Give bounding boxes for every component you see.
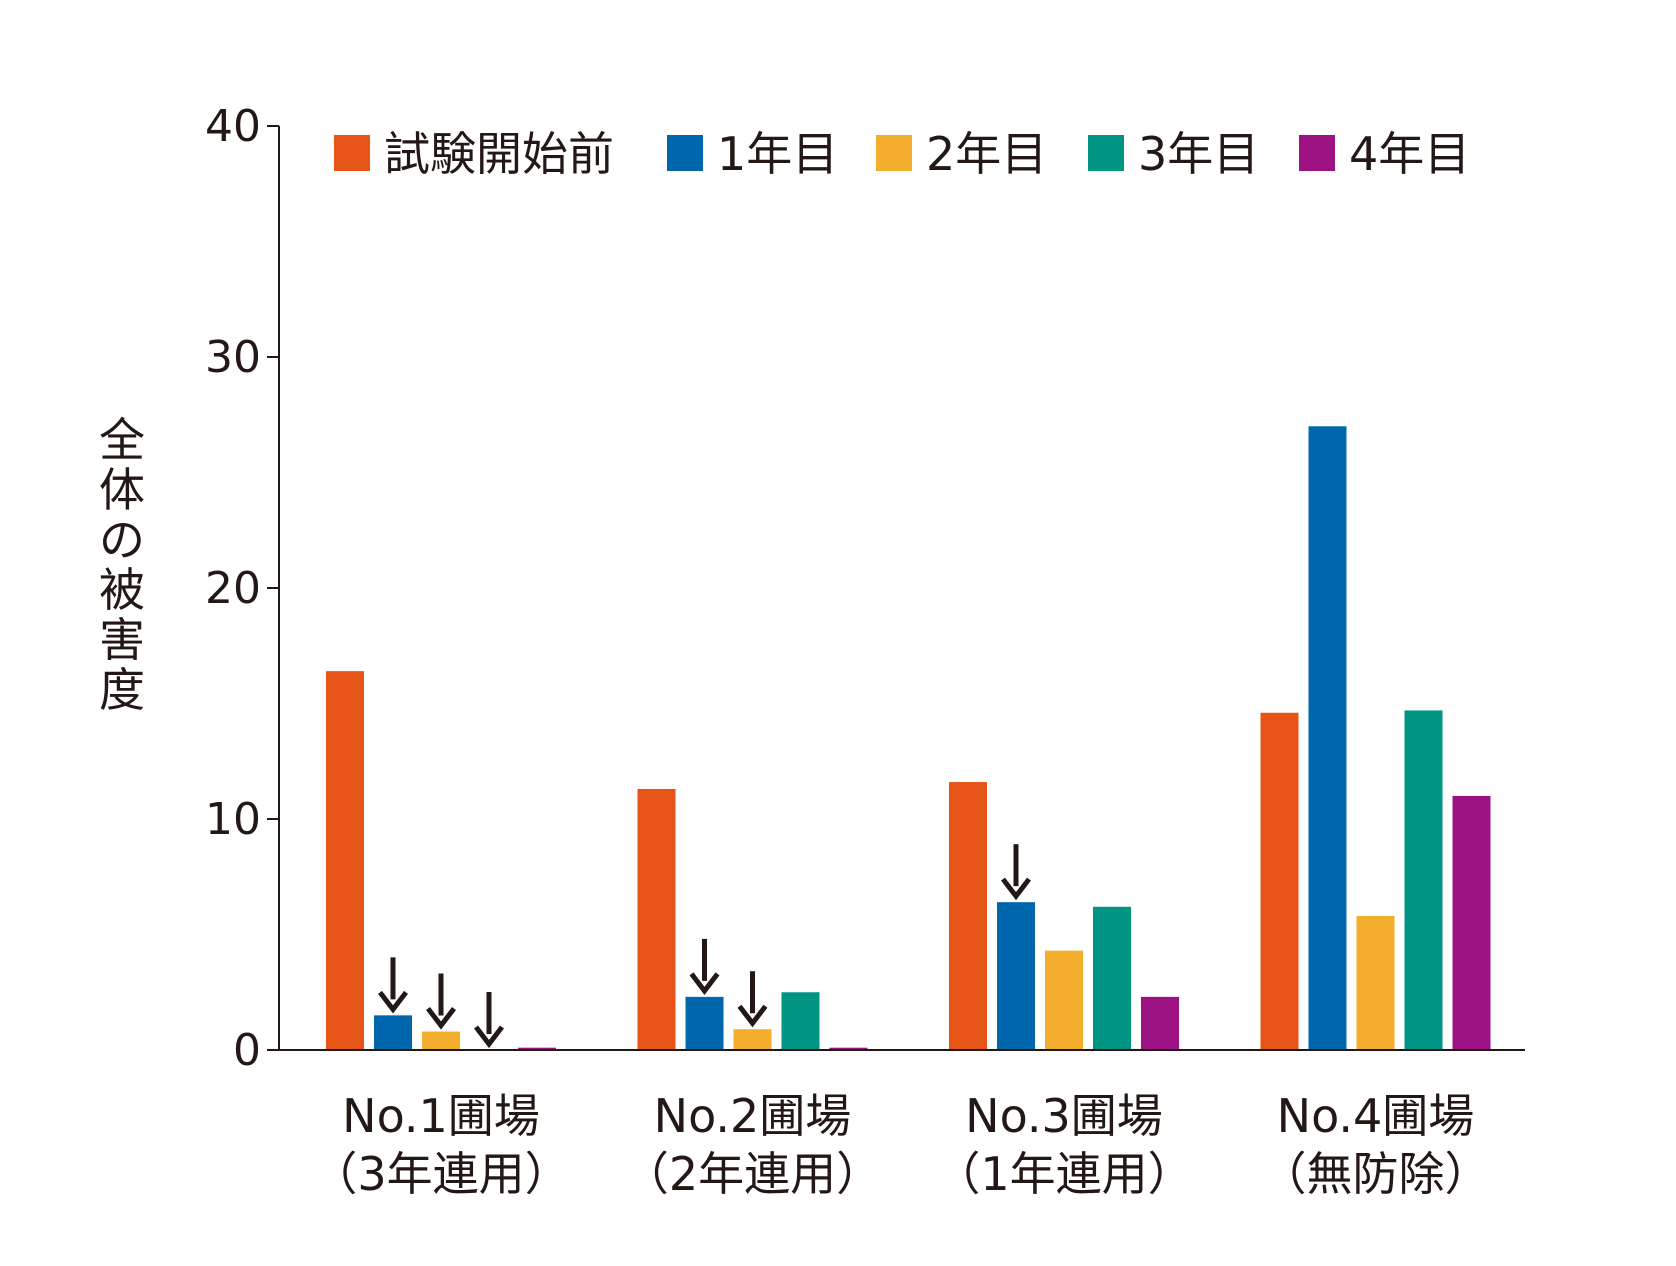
down-arrow-icon — [426, 973, 456, 1030]
y-axis-title-char: 度 — [99, 663, 145, 717]
category-sublabel: （2年連用） — [623, 1147, 882, 1201]
down-arrow-icon — [737, 971, 768, 1028]
legend-swatch — [876, 135, 912, 171]
legend-item: 4年目 — [1299, 127, 1470, 181]
bar — [997, 902, 1035, 1050]
bar — [1260, 712, 1299, 1050]
legend-label: 2年目 — [926, 127, 1047, 181]
legend-item: 2年目 — [876, 127, 1047, 181]
arrow-head — [1001, 877, 1031, 901]
down-arrow-icon — [378, 957, 408, 1014]
legend-item: 1年目 — [667, 127, 838, 181]
legend-swatch — [667, 135, 703, 171]
arrow-head — [474, 1025, 504, 1049]
down-arrow-icon — [474, 992, 504, 1049]
bar — [1093, 906, 1131, 1050]
legend-swatch — [334, 135, 370, 171]
bar — [829, 1047, 868, 1050]
bar — [733, 1029, 772, 1050]
y-tick-label: 10 — [205, 794, 261, 845]
down-arrow-icon — [689, 938, 720, 995]
y-axis-title: 全体の被害度 — [99, 413, 145, 717]
bar — [374, 1015, 412, 1050]
bar — [422, 1031, 460, 1050]
legend-label: 3年目 — [1138, 127, 1259, 181]
y-tick-label: 40 — [205, 101, 261, 152]
y-axis-title-char: 体 — [99, 463, 145, 517]
bar — [685, 996, 724, 1050]
bar — [949, 782, 987, 1050]
category-label: No.3圃場 — [965, 1089, 1163, 1143]
y-tick-label: 0 — [233, 1025, 261, 1076]
legend-item: 試験開始前 — [334, 127, 614, 181]
bar — [637, 788, 676, 1050]
legend: 試験開始前 1年目 2年目 3年目 4年目 — [334, 127, 1470, 181]
bar — [1141, 996, 1179, 1050]
bars — [326, 426, 1491, 1050]
legend-item: 3年目 — [1088, 127, 1259, 181]
y-axis-title-char: 被 — [99, 563, 145, 617]
bar — [1452, 795, 1491, 1050]
y-tick-label: 30 — [205, 332, 261, 383]
category-sublabel: （3年連用） — [311, 1147, 570, 1201]
arrow-head — [378, 990, 408, 1014]
y-axis-title-char: 全 — [99, 413, 145, 467]
arrow-head — [737, 1004, 768, 1028]
category-sublabel: （無防除） — [1261, 1147, 1491, 1201]
bar — [518, 1047, 556, 1050]
bar — [1045, 950, 1083, 1050]
legend-label: 試験開始前 — [384, 127, 614, 181]
bar — [781, 992, 820, 1050]
y-axis-title-char: の — [99, 513, 145, 567]
legend-swatch — [1088, 135, 1124, 171]
bar — [1356, 916, 1395, 1050]
y-tick-label: 20 — [205, 563, 261, 614]
bar — [1404, 710, 1443, 1050]
category-label: No.1圃場 — [342, 1089, 540, 1143]
arrow-head — [689, 972, 720, 995]
legend-label: 4年目 — [1349, 127, 1470, 181]
category-label: No.2圃場 — [654, 1089, 852, 1143]
arrow-head — [426, 1007, 456, 1030]
legend-label: 1年目 — [717, 127, 838, 181]
annotation-arrows — [378, 844, 1031, 1049]
bar — [326, 671, 364, 1050]
category-label: No.4圃場 — [1277, 1089, 1475, 1143]
y-axis-title-char: 害 — [99, 613, 145, 667]
bar — [1308, 426, 1347, 1050]
y-axis: 0 10 20 30 40 — [205, 101, 280, 1076]
category-sublabel: （1年連用） — [934, 1147, 1193, 1201]
legend-swatch — [1299, 135, 1335, 171]
down-arrow-icon — [1001, 844, 1031, 901]
x-axis: No.1圃場（3年連用） No.2圃場（2年連用） No.3圃場（1年連用） No.4… — [279, 1049, 1525, 1201]
